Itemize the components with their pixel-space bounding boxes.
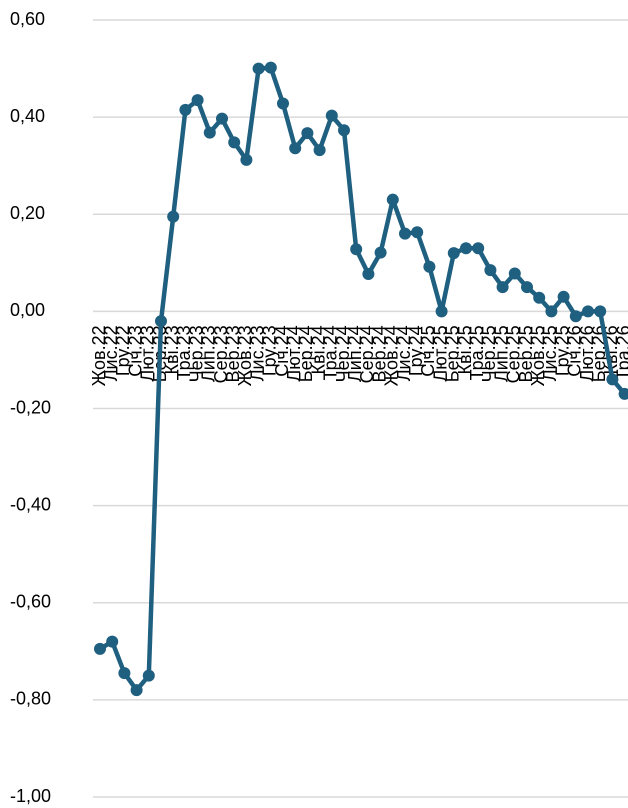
y-tick-label: 0,00: [10, 300, 45, 320]
x-tick-label: Лис.25: [540, 325, 560, 381]
data-point: [325, 109, 338, 122]
data-point: [557, 290, 570, 303]
x-tick-label: Гру.24: [406, 325, 426, 376]
data-point: [362, 267, 375, 280]
data-point: [496, 281, 509, 294]
x-tick-label: Січ.26: [565, 325, 585, 376]
data-point: [533, 291, 546, 304]
data-point: [277, 97, 289, 110]
x-tick-label: Тра.26: [613, 325, 628, 380]
data-point: [399, 227, 411, 240]
x-tick-label: Лип.23: [199, 325, 219, 382]
y-tick-label: 0,60: [10, 9, 45, 29]
data-point: [228, 136, 241, 149]
data-point: [203, 126, 216, 139]
x-tick-label: Жов.25: [528, 325, 548, 386]
data-point: [240, 153, 253, 166]
x-tick-label: Січ.23: [125, 325, 145, 376]
x-tick-label: Тра.23: [174, 325, 194, 380]
data-point: [118, 667, 131, 680]
x-tick-label: Лют.25: [430, 325, 450, 381]
data-point: [94, 642, 106, 655]
x-tick-label: Бер.25: [443, 325, 463, 382]
x-tick-label: Лип.24: [345, 325, 365, 382]
data-point: [216, 112, 228, 125]
data-point: [545, 305, 558, 318]
data-point: [423, 260, 436, 273]
x-tick-label: Січ.24: [272, 325, 292, 376]
x-tick-label: Вер.24: [369, 325, 389, 382]
x-tick-label: Січ.25: [418, 325, 438, 376]
data-point: [386, 193, 399, 206]
data-point: [447, 247, 460, 260]
data-point: [106, 635, 119, 648]
data-point: [460, 242, 472, 255]
x-tick-label: Бер.24: [296, 325, 316, 382]
data-point: [569, 310, 582, 323]
x-tick-label: Кві.23: [162, 325, 182, 374]
x-tick-label: Лип.25: [491, 325, 511, 382]
data-point: [594, 305, 607, 318]
data-point: [130, 684, 143, 697]
data-point: [435, 305, 448, 318]
x-tick-label: Гру.23: [260, 325, 280, 376]
data-point: [289, 142, 302, 155]
x-tick-label: Чер.25: [479, 325, 499, 382]
x-tick-label: Вер.23: [223, 325, 243, 382]
x-tick-label: Лют.23: [138, 325, 158, 381]
data-point: [606, 373, 619, 386]
data-point: [252, 62, 265, 75]
data-point: [301, 127, 314, 140]
x-tick-label: Тра.25: [467, 325, 487, 380]
x-tick-label: Жов.24: [382, 325, 402, 386]
x-tick-label: Лис.23: [247, 325, 267, 381]
x-tick-label: Сер.23: [211, 325, 231, 383]
data-point: [582, 305, 594, 318]
data-point: [155, 315, 167, 328]
y-tick-label: -0,60: [10, 592, 51, 612]
x-tick-label: Лют.26: [577, 325, 597, 381]
x-tick-label: Гру.22: [113, 325, 133, 376]
data-point: [508, 267, 521, 280]
data-point: [142, 669, 155, 682]
x-tick-label: Лют.24: [284, 325, 304, 381]
data-point: [167, 210, 180, 223]
x-tick-label: Сер.24: [357, 325, 377, 383]
data-point: [411, 226, 424, 239]
y-tick-label: -1,00: [10, 786, 51, 806]
x-tick-label: Лис.22: [101, 325, 121, 381]
data-point: [374, 246, 387, 259]
data-point: [521, 281, 533, 294]
x-tick-label: Чер.24: [333, 325, 353, 382]
data-point: [618, 387, 628, 400]
data-point: [313, 144, 326, 157]
x-tick-label: Жов.23: [235, 325, 255, 386]
x-tick-label: Тра.24: [321, 325, 341, 380]
x-tick-label: Лис.24: [394, 325, 414, 381]
x-tick-label: Кві.25: [455, 325, 475, 374]
y-tick-label: -0,80: [10, 689, 51, 709]
data-point: [179, 103, 192, 116]
data-point: [338, 124, 350, 137]
y-tick-label: -0,20: [10, 397, 51, 417]
data-point: [472, 242, 485, 255]
data-point: [484, 264, 497, 277]
x-tick-label: Сер.25: [504, 325, 524, 383]
x-tick-label: Жов.22: [89, 325, 109, 386]
x-tick-label: Вер.25: [516, 325, 536, 382]
y-tick-label: 0,40: [10, 106, 45, 126]
x-tick-label: Кві.24: [308, 325, 328, 374]
x-tick-label: Чер.23: [186, 325, 206, 382]
data-point: [350, 243, 363, 256]
x-tick-label: Гру.25: [552, 325, 572, 376]
data-point: [191, 94, 204, 107]
data-point: [264, 61, 277, 74]
y-tick-label: 0,20: [10, 203, 45, 223]
y-tick-label: -0,40: [10, 494, 51, 514]
